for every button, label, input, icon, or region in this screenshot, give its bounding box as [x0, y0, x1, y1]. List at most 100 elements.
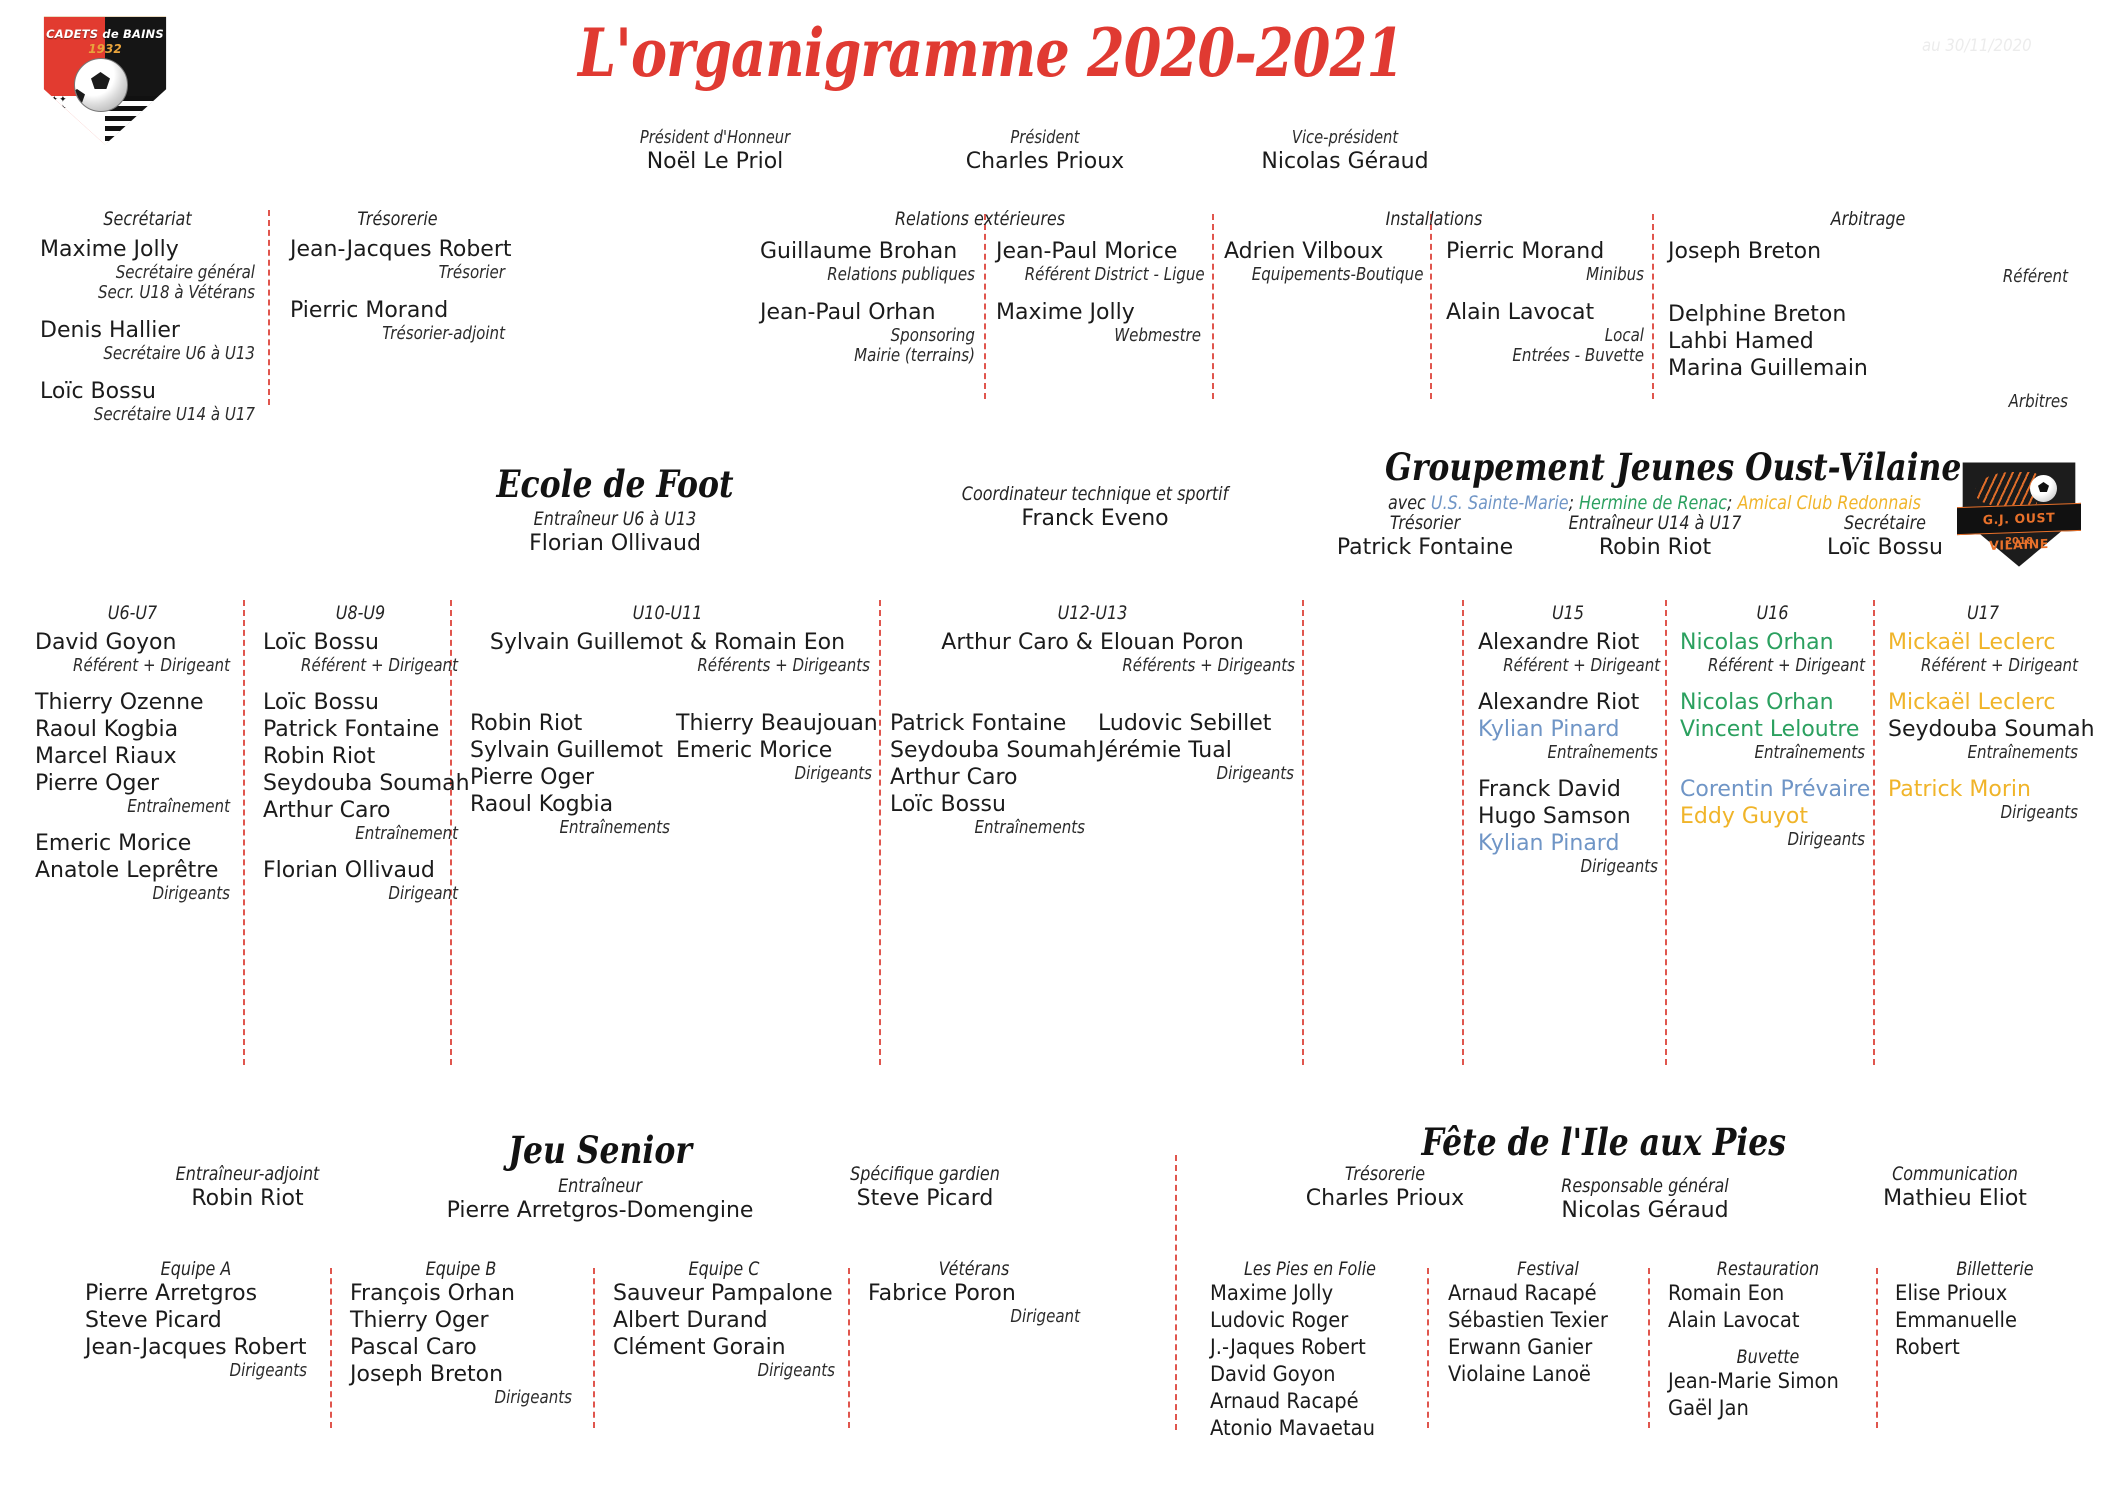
person-role: Référent + Dirigeant: [1503, 656, 1661, 676]
person-name: Gaël Jan: [1668, 1396, 1749, 1420]
agegroup-label: U12-U13: [1057, 602, 1128, 624]
person-name: Robin Riot: [1598, 535, 1712, 560]
agegroup-u16: U16 Nicolas Orhan Référent + Dirigeant N…: [1680, 602, 1871, 850]
divider-u10-u12: [879, 600, 881, 1065]
person-name: Charles Prioux: [1305, 1186, 1465, 1211]
person-name: Adrien Vilboux: [1224, 239, 1384, 264]
divider-gj-u15: [1462, 600, 1464, 1065]
person-name: Mickaël Leclerc: [1888, 690, 2056, 715]
person-name: Marina Guillemain: [1668, 356, 1868, 381]
group-role: Dirigeants: [794, 764, 872, 784]
agegroup-u8-u9: U8-U9 Loïc Bossu Référent + Dirigeant Lo…: [263, 602, 470, 904]
team-label: Billetterie: [1956, 1258, 2034, 1280]
group-role: Entraînement: [127, 797, 230, 817]
team-role: Dirigeants: [494, 1388, 572, 1408]
person-name: Sauveur Pampalone: [613, 1281, 833, 1306]
team-equipe-c: Equipe C Sauveur Pampalone Albert Durand…: [613, 1258, 835, 1381]
exec-role-label: Vice-président: [1291, 128, 1399, 148]
person-name: Marcel Riaux: [35, 744, 177, 769]
person-name: Pierre Arretgros-Domengine: [446, 1198, 754, 1223]
role-label: Responsable général: [1561, 1175, 1729, 1197]
role-label: Trésorier: [1389, 512, 1461, 534]
person-name: Erwann Ganier: [1448, 1335, 1593, 1359]
section-tresorerie: Trésorerie Jean-Jacques Robert Trésorier…: [290, 208, 512, 344]
person-role: Arbitres: [2008, 392, 2068, 412]
person-role: Référent + Dirigeant: [301, 656, 458, 676]
agegroup-u10-u11-header: U10-U11 Sylvain Guillemot & Romain Eon R…: [465, 602, 870, 676]
section-ecole-de-foot: Ecole de Foot Entraîneur U6 à U13 Floria…: [455, 462, 775, 557]
person-name: Jean-Marie Simon: [1668, 1369, 1839, 1393]
person-name: Raoul Kogbia: [35, 717, 179, 742]
club-separator: ;: [1727, 492, 1733, 514]
person-role: Relations publiques: [827, 265, 975, 285]
person-name: Alain Lavocat: [1446, 300, 1595, 325]
person-name: Patrick Fontaine: [263, 717, 440, 742]
club-name-renac: Hermine de Renac: [1579, 492, 1728, 514]
exec-president: Président Charles Prioux: [930, 128, 1160, 175]
person-name: Patrick Fontaine: [890, 711, 1067, 736]
divider-secretariat-tresorerie: [268, 210, 270, 405]
club-name-redonnais: Amical Club Redonnais: [1737, 492, 1921, 514]
person-name: Robert: [1895, 1335, 1960, 1359]
agegroup-u12-u13-header: U12-U13 Arthur Caro & Elouan Poron Référ…: [890, 602, 1295, 676]
person-role: Référents + Dirigeants: [1122, 656, 1295, 676]
section-jeu-senior-title: Jeu Senior: [455, 1128, 745, 1172]
crest-name: CADETS de BAINS: [46, 27, 164, 41]
person-name: Maxime Jolly: [40, 237, 179, 262]
divider-u16-u17: [1873, 600, 1875, 1065]
club-separator: ;: [1568, 492, 1574, 514]
team-role: Dirigeants: [757, 1361, 835, 1381]
team-equipe-a: Equipe A Pierre Arretgros Steve Picard J…: [85, 1258, 307, 1381]
exec-role-label: Président d'Honneur: [639, 128, 791, 148]
agegroup-u15: U15 Alexandre Riot Référent + Dirigeant …: [1478, 602, 1661, 877]
exec-president-honneur: Président d'Honneur Noël Le Priol: [570, 128, 860, 175]
role-label: Communication: [1892, 1163, 2018, 1185]
person-name: Robin Riot: [191, 1186, 304, 1211]
person-name: Alexandre Riot: [1478, 690, 1640, 715]
agegroup-label: U6-U7: [107, 602, 158, 624]
person-name: Steve Picard: [85, 1308, 222, 1333]
person-name: Thierry Ozenne: [35, 690, 204, 715]
person-name: Fabrice Poron: [868, 1281, 1016, 1306]
person-name: Guillaume Brohan: [760, 239, 958, 264]
page-title: L'organigramme 2020-2021: [578, 14, 1404, 92]
divider-u6-u8: [243, 600, 245, 1065]
divider-u12-gj: [1302, 600, 1304, 1065]
person-name: Patrick Morin: [1888, 777, 2031, 802]
divider-equipeC-veterans: [848, 1268, 850, 1428]
person-name: Joseph Breton: [1668, 239, 1822, 264]
person-role: Secrétaire général: [115, 263, 255, 283]
divider-relations-installations: [1212, 214, 1214, 399]
person-name: Loïc Bossu: [1827, 535, 1943, 560]
divider-pies-festival: [1427, 1268, 1429, 1428]
person-name: Violaine Lanoë: [1448, 1362, 1591, 1386]
team-role: Dirigeant: [1010, 1307, 1080, 1327]
person-role: Secr. U18 à Vétérans: [97, 283, 255, 303]
team-sublabel-buvette: Buvette: [1736, 1346, 1800, 1368]
person-name: Corentin Prévaire: [1680, 777, 1871, 802]
person-name: Clément Gorain: [613, 1335, 786, 1360]
person-name: Robin Riot: [470, 711, 583, 736]
divider-u15-u16: [1665, 600, 1667, 1065]
person-role: Référent + Dirigeant: [1708, 656, 1865, 676]
person-name: Maxime Jolly: [1210, 1281, 1334, 1305]
person-name: Pierre Oger: [35, 771, 160, 796]
person-role: Secrétaire U14 à U17: [93, 405, 255, 425]
gj-streaks: [1975, 472, 2037, 506]
gj-staff-tresorier: Trésorier Patrick Fontaine: [1330, 512, 1520, 561]
divider-restauration-billetterie: [1876, 1268, 1878, 1428]
person-name: Pierre Oger: [470, 765, 595, 790]
soccer-ball-icon: [2030, 475, 2057, 502]
section-role: Coordinateur technique et sportif: [961, 483, 1229, 505]
person-name: Loïc Bossu: [40, 379, 156, 404]
person-name: Sylvain Guillemot: [470, 738, 664, 763]
person-name: Nicolas Géraud: [1561, 1198, 1729, 1223]
person-name: Nicolas Orhan: [1680, 690, 1834, 715]
exec-person-name: Noël Le Priol: [646, 149, 784, 174]
person-name: Emmanuelle: [1895, 1308, 2018, 1332]
person-name: Thierry Beaujouan: [676, 711, 878, 736]
section-groupement-jeunes: Groupement Jeunes Oust-Vilaine avec U.S.…: [1340, 445, 1961, 514]
person-name: Kylian Pinard: [1478, 831, 1620, 856]
person-name: Pierric Morand: [1446, 239, 1605, 264]
section-installations-col1: Adrien Vilboux Equipements-Boutique: [1224, 238, 1423, 285]
